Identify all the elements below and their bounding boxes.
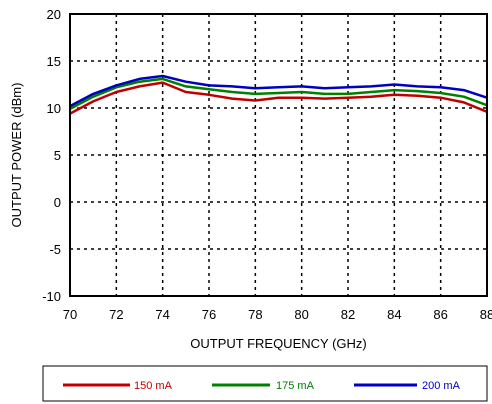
x-tick-label: 88: [480, 307, 492, 322]
y-tick-label: 0: [54, 195, 61, 210]
x-tick-label: 76: [202, 307, 216, 322]
y-tick-label: -10: [42, 289, 61, 304]
x-tick-label: 80: [294, 307, 308, 322]
legend-label: 150 mA: [134, 380, 173, 392]
x-tick-label: 70: [63, 307, 77, 322]
x-tick-label: 74: [155, 307, 169, 322]
y-tick-label: 15: [47, 54, 61, 69]
plot-frame: [69, 13, 488, 297]
y-axis-title: OUTPUT POWER (dBm): [9, 83, 24, 228]
y-tick-label: 10: [47, 101, 61, 116]
x-tick-label: 78: [248, 307, 262, 322]
y-tick-label: 5: [54, 148, 61, 163]
series-line: [69, 77, 488, 111]
ticks: 70 72 74 76 78 80 82 84 86 88 -10 -5 0 5 10 15 20: [42, 7, 492, 322]
series-layer: [69, 74, 488, 115]
series-line: [69, 74, 488, 108]
series-line: [69, 81, 488, 115]
y-tick-label: 20: [47, 7, 61, 22]
y-tick-label: -5: [49, 242, 61, 257]
legend: 150 mA 175 mA 200 mA: [63, 380, 461, 392]
x-tick-label: 82: [341, 307, 355, 322]
x-axis-title: OUTPUT FREQUENCY (GHz): [190, 336, 366, 351]
legend-label: 175 mA: [276, 380, 315, 392]
x-tick-label: 84: [387, 307, 401, 322]
legend-label: 200 mA: [422, 380, 461, 392]
x-tick-label: 72: [109, 307, 123, 322]
grid: [70, 14, 487, 296]
x-tick-label: 86: [433, 307, 447, 322]
